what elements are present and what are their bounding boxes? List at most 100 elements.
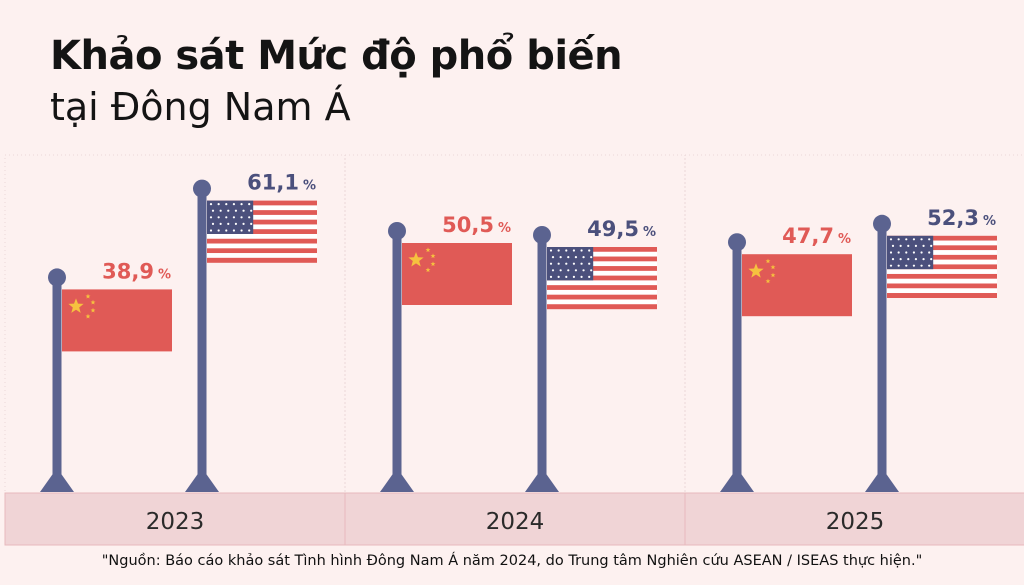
- unit-label: %: [498, 221, 511, 236]
- flag-star-dot: [907, 257, 910, 261]
- flag-pole: [732, 244, 742, 478]
- flag-star-dot: [551, 269, 555, 272]
- flag-stripe: [887, 283, 997, 289]
- flag-star-dot: [572, 249, 576, 252]
- flag-star-dot: [574, 255, 578, 259]
- flag-stripe: [207, 205, 317, 211]
- flag-star: [770, 272, 776, 278]
- flag-stripe: [207, 214, 317, 220]
- flag-stripe: [547, 304, 657, 310]
- flag-star-dot: [227, 222, 230, 225]
- value-label: 38,9: [102, 259, 154, 283]
- unit-label: %: [303, 179, 316, 194]
- flag-star-dot: [217, 229, 220, 232]
- flag-star-dot: [907, 244, 910, 247]
- flag-star-dot: [248, 229, 251, 232]
- pole-knob: [728, 233, 746, 252]
- flag-star-dot: [920, 238, 923, 241]
- flag-star-dot: [565, 249, 568, 252]
- flag-star-dot: [891, 244, 895, 247]
- flag-star-dot: [920, 264, 923, 267]
- unit-label: %: [158, 267, 171, 282]
- flag-stripe: [887, 245, 997, 251]
- flag-star-dot: [565, 275, 568, 278]
- flag-star-dot: [209, 203, 213, 206]
- flag-star-dot: [549, 275, 553, 278]
- flag-star-dot: [897, 238, 900, 241]
- flag-stripe: [207, 224, 317, 230]
- flag-star: [430, 253, 436, 259]
- pole-base: [720, 468, 754, 492]
- flag-star-dot: [922, 244, 925, 247]
- flag-star: [90, 299, 96, 305]
- flag-stripe: [887, 269, 997, 275]
- flag-canton: [547, 247, 594, 281]
- flag-star-dot: [240, 216, 243, 219]
- flag-stripe: [547, 256, 657, 262]
- pole-base: [865, 468, 899, 492]
- flag-star-dot: [897, 251, 900, 254]
- flag-stripe: [887, 273, 997, 279]
- flag-star: [748, 263, 764, 278]
- pole-knob: [388, 222, 406, 240]
- flag-stripe: [887, 278, 997, 284]
- pole-knob: [193, 179, 211, 198]
- flag-star-dot: [905, 251, 908, 254]
- title-block: Khảo sát Mức độ phổ biến tại Đông Nam Á: [50, 30, 623, 132]
- flag-star: [425, 247, 431, 253]
- flag-star-dot: [899, 257, 902, 261]
- flag-star-dot: [227, 209, 230, 212]
- flag-pole: [392, 233, 402, 478]
- pole-base: [40, 468, 74, 492]
- flag-star-dot: [582, 269, 585, 272]
- flag-canton: [887, 235, 934, 270]
- flag-star-dot: [905, 264, 908, 267]
- unit-label: %: [838, 232, 851, 247]
- pole-base: [185, 468, 219, 492]
- pole-base: [380, 468, 414, 492]
- flag-stripe: [887, 264, 997, 270]
- flag-star-dot: [889, 238, 893, 241]
- flag-star-dot: [905, 238, 908, 241]
- flag-star-dot: [891, 257, 895, 261]
- flag-stripe: [547, 247, 657, 252]
- flag-star-dot: [928, 264, 931, 267]
- flag-stripe: [207, 238, 317, 244]
- flag-star-dot: [567, 255, 570, 259]
- flag-star-dot: [242, 222, 245, 225]
- flag-stripe: [547, 251, 657, 257]
- flag-star-dot: [234, 222, 238, 225]
- flag-star-dot: [242, 209, 245, 212]
- flag-star-dot: [897, 264, 900, 267]
- flag-stripe: [207, 253, 317, 259]
- flag-star-dot: [889, 251, 893, 254]
- flag-star-dot: [219, 222, 222, 225]
- china-flag-2024: 50,5%: [380, 213, 512, 492]
- flag-star-dot: [565, 262, 568, 265]
- flag-star: [85, 293, 91, 299]
- flag-stripe: [547, 280, 657, 286]
- flag-star-dot: [232, 216, 236, 219]
- flag-stripe: [547, 289, 657, 295]
- page-subtitle: tại Đông Nam Á: [50, 85, 351, 129]
- year-band: [344, 492, 686, 546]
- flag-star-dot: [240, 203, 243, 206]
- flag-stripe: [887, 288, 997, 294]
- flag-star: [85, 313, 91, 319]
- flag-pole: [537, 237, 547, 478]
- flag-star-dot: [928, 251, 931, 254]
- flag-canton: [207, 200, 254, 234]
- flag-star-dot: [250, 222, 253, 225]
- flag-star-dot: [588, 249, 591, 252]
- flag-stripe: [547, 285, 657, 291]
- flag-star-dot: [557, 275, 560, 278]
- flag-star-dot: [225, 229, 228, 232]
- flag-star: [90, 307, 96, 313]
- flag-star-dot: [549, 249, 553, 252]
- flag-stripe: [547, 275, 657, 281]
- flag-star-dot: [914, 257, 918, 261]
- flag-star-dot: [899, 244, 902, 247]
- flag-star-dot: [928, 238, 931, 241]
- flag-star-dot: [922, 257, 925, 261]
